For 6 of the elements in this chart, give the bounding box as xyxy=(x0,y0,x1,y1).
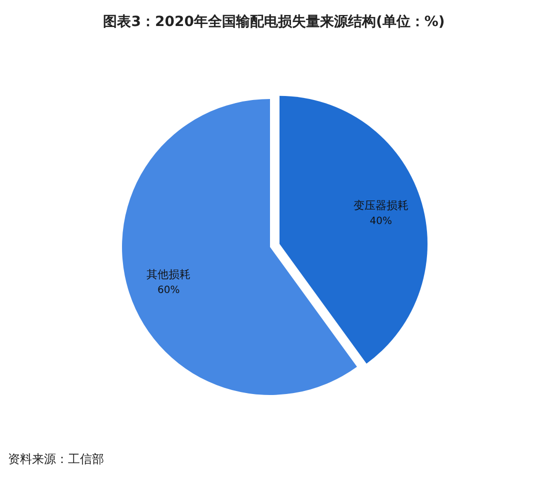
data-label: 60% xyxy=(158,284,180,296)
data-label: 40% xyxy=(370,216,392,227)
chart-title: 图表3：2020年全国输配电损失量来源结构(单位：%) xyxy=(103,14,445,30)
slice-label: 变压器损耗 xyxy=(353,198,408,212)
slice-label: 其他损耗 xyxy=(146,268,191,281)
text: 资料来源：工信部 xyxy=(8,452,104,466)
